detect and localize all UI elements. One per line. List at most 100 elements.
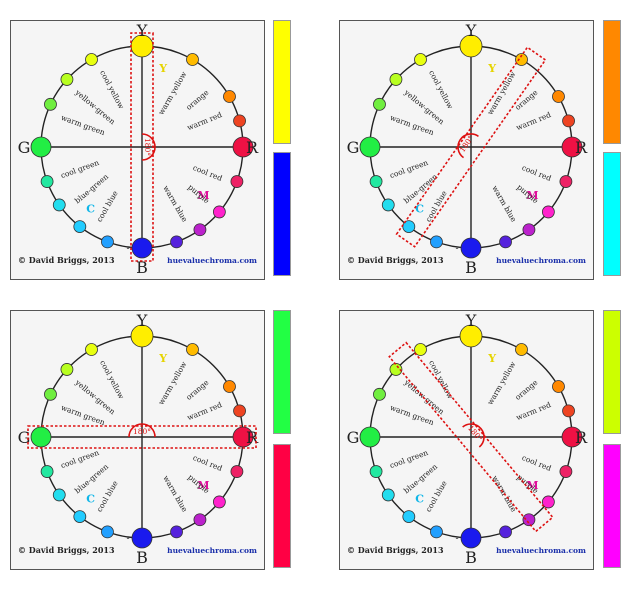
label-secondary-c: C (86, 202, 95, 215)
label-secondary-c: C (415, 492, 424, 505)
label-g: G (18, 428, 31, 447)
website-link: huevaluechroma.com (167, 256, 257, 265)
complement-swatch-bottom (273, 444, 291, 568)
label-secondary-c: C (415, 202, 424, 215)
hue-dot-C (402, 510, 416, 523)
hue-dot-R (561, 426, 583, 448)
hue-dot-cool-blue (101, 525, 114, 539)
hue-dot-C (73, 220, 87, 233)
wheel-frame (339, 310, 594, 570)
hue-dot-B (131, 237, 153, 259)
label-secondary-y: Y (158, 352, 167, 365)
hue-dot-warm-yellow (515, 53, 528, 66)
hue-dot-B (460, 527, 482, 549)
hue-dot-G (30, 426, 52, 448)
label-y: Y (465, 21, 477, 40)
wheel-frame (10, 20, 265, 280)
label-secondary-y: Y (487, 352, 496, 365)
label-g: G (18, 138, 31, 157)
label-y: Y (136, 21, 148, 40)
hue-dot-purple (193, 513, 207, 527)
hue-dot-Y (130, 324, 154, 348)
angle-arc (457, 133, 479, 159)
hue-dot-cool-red (559, 465, 573, 478)
label-r: R (246, 138, 259, 157)
hue-dot-yellow-green (389, 73, 403, 86)
hue-dot-cool-yellow (414, 343, 427, 356)
hue-dot-purple (522, 223, 536, 237)
hue-dot-orange (552, 380, 565, 393)
hue-dot-purple (193, 223, 207, 237)
website-link: huevaluechroma.com (496, 546, 586, 555)
hue-dot-blue-green (381, 488, 395, 502)
hue-dot-warm-red (562, 404, 575, 418)
hue-dot-B (131, 527, 153, 549)
hue-dot-cool-green (369, 465, 383, 478)
label-g: G (347, 428, 360, 447)
hue-dot-warm-blue (499, 525, 512, 539)
label-b: B (465, 548, 477, 567)
label-r: R (246, 428, 259, 447)
hue-dot-B (460, 237, 482, 259)
label-r: R (575, 428, 588, 447)
hue-dot-warm-red (562, 114, 575, 128)
label-b: B (465, 258, 477, 277)
hue-dot-cool-red (559, 175, 573, 188)
complement-highlight (27, 425, 257, 449)
complement-swatch-bottom (603, 444, 621, 568)
hue-dot-C (73, 510, 87, 523)
hue-dot-warm-yellow (515, 343, 528, 356)
wheel-frame (339, 20, 594, 280)
copyright: © David Briggs, 2013 (18, 255, 115, 265)
angle-arc (141, 133, 156, 161)
hue-dot-cool-yellow (85, 53, 98, 66)
complement-swatch-top (273, 310, 291, 434)
hue-dot-warm-blue (170, 235, 183, 249)
hue-dot-cool-red (230, 465, 244, 478)
hue-dot-cool-blue (430, 525, 443, 539)
hue-dot-warm-red (233, 404, 246, 418)
label-y: Y (136, 311, 148, 330)
hue-dot-blue-green (381, 198, 395, 212)
complement-swatch-bottom (603, 152, 621, 276)
complement-swatch-bottom (273, 152, 291, 276)
hue-dot-cool-red (230, 175, 244, 188)
hue-dot-warm-green (44, 97, 57, 111)
angle-label: 180° (143, 138, 152, 156)
copyright: © David Briggs, 2013 (347, 545, 444, 555)
hue-dot-warm-blue (499, 235, 512, 249)
hue-dot-purple (522, 513, 536, 527)
hue-dot-G (359, 426, 381, 448)
label-secondary-y: Y (158, 62, 167, 75)
hue-dot-M (541, 495, 555, 509)
hue-dot-orange (223, 90, 236, 103)
hue-dot-warm-green (373, 97, 386, 111)
label-b-note: - (126, 244, 129, 254)
hue-dot-cool-green (40, 175, 54, 188)
hue-dot-blue-green (52, 198, 66, 212)
hue-dot-cool-green (369, 175, 383, 188)
complement-swatch-top (603, 310, 621, 434)
hue-dot-cool-blue (101, 235, 114, 249)
hue-dot-G (30, 136, 52, 158)
label-secondary-m: M (197, 189, 209, 202)
hue-dot-M (212, 205, 226, 219)
hue-dot-orange (223, 380, 236, 393)
hue-dot-M (541, 205, 555, 219)
label-y: Y (465, 311, 477, 330)
hue-dot-warm-green (373, 387, 386, 401)
copyright: © David Briggs, 2013 (347, 255, 444, 265)
angle-arc (462, 423, 485, 448)
complement-highlight (388, 341, 554, 533)
angle-arc (128, 423, 156, 438)
complement-swatch-top (603, 20, 621, 144)
hue-dot-warm-red (233, 114, 246, 128)
